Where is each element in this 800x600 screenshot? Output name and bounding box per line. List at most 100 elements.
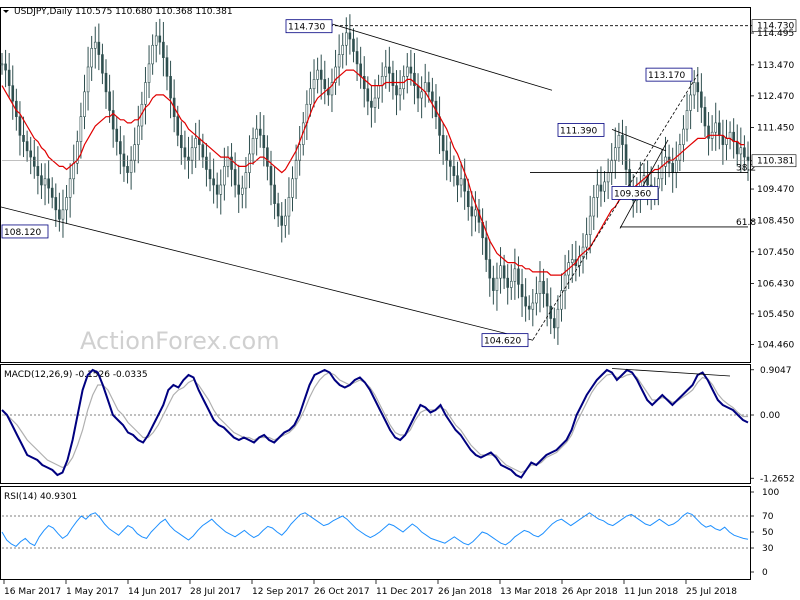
price-bar-body <box>362 76 366 90</box>
price-bar-body <box>499 265 502 279</box>
price-bar-body <box>535 293 538 304</box>
rsi-panel-title: RSI(14) 40.9301 <box>4 492 77 502</box>
price-bar-body <box>36 166 40 176</box>
price-bar-body <box>524 296 527 307</box>
price-bar-body <box>79 116 83 142</box>
price-bar-body <box>126 166 129 173</box>
price-tag-box <box>751 154 797 168</box>
price-bar-body <box>133 144 137 161</box>
price-bar-body <box>707 125 710 139</box>
x-tick-label: 13 Mar 2018 <box>500 587 557 597</box>
price-bar-body <box>746 156 750 162</box>
price-tick-label: 106.430 <box>757 279 794 289</box>
channel-lower-line <box>0 206 534 341</box>
price-bar-body <box>427 82 431 93</box>
price-bar-body <box>409 66 413 74</box>
price-bar-body <box>287 197 291 217</box>
price-bar-body <box>596 184 599 198</box>
rsi-tick-label: 70 <box>762 512 774 522</box>
watermark: ActionForex.com <box>80 327 280 355</box>
price-bar-body <box>527 305 531 310</box>
price-bar-body <box>29 150 32 158</box>
chevron-down-icon[interactable] <box>3 10 9 13</box>
price-bar-body <box>219 184 223 195</box>
price-bar-body <box>18 116 22 136</box>
price-bar-body <box>183 147 187 158</box>
price-bar-body <box>538 280 542 294</box>
price-bar-body <box>703 107 707 127</box>
price-bar-body <box>563 274 567 291</box>
price-bar-body <box>370 100 373 108</box>
x-tick-label: 28 Jul 2017 <box>190 587 241 597</box>
price-bar-body <box>513 268 517 282</box>
price-tick-label: 114.495 <box>757 29 794 39</box>
price-bar-body <box>725 138 728 145</box>
price-bar-body <box>466 190 470 208</box>
price-tick-label: 108.450 <box>757 217 794 227</box>
rsi-tick-label: 100 <box>762 488 779 498</box>
price-bar-body <box>517 268 520 285</box>
price-bar-body <box>588 215 592 235</box>
label-114730: 114.730 <box>288 23 325 33</box>
price-bar-body <box>613 147 617 161</box>
price-bar-body <box>111 110 115 130</box>
price-bar-body <box>72 162 76 180</box>
price-bar-body <box>291 178 294 198</box>
price-bar-body <box>373 97 377 108</box>
price-bar-body <box>22 135 25 142</box>
price-bar-body <box>520 284 524 298</box>
price-bar-body <box>7 69 11 86</box>
macd-y-axis: 0.9047 0.00 -1.2652 <box>750 366 795 484</box>
price-bar-body <box>136 125 140 145</box>
price-bar-body <box>359 63 362 77</box>
label-108120-box <box>1 224 49 239</box>
price-bar-body <box>223 166 226 186</box>
price-bar-body <box>345 32 348 46</box>
price-bar-body <box>606 172 610 183</box>
price-bar-body <box>678 144 682 161</box>
price-bar-body <box>151 44 154 65</box>
price-bar-body <box>416 85 420 99</box>
label-113170: 113.170 <box>648 71 685 81</box>
price-bar-body <box>592 197 596 217</box>
price-bar-body <box>316 69 319 80</box>
price-bar-body <box>542 280 545 294</box>
x-tick-label: 16 Mar 2017 <box>4 587 61 597</box>
price-bar-body <box>233 169 237 186</box>
x-tick-label: 11 Jun 2018 <box>624 587 678 597</box>
price-bar-body <box>276 203 280 217</box>
rsi-line <box>1 512 749 548</box>
price-bar-body <box>721 135 725 145</box>
price-bar-body <box>456 175 459 186</box>
price-bar-body <box>162 41 165 58</box>
x-tick-label: 1 May 2017 <box>66 587 119 597</box>
price-bar-body <box>610 159 614 173</box>
price-bar-body <box>570 259 574 263</box>
price-bar-body <box>25 141 29 152</box>
price-bar-body <box>495 277 499 291</box>
price-bar-body <box>258 128 262 136</box>
price-bar-body <box>366 88 370 102</box>
price-bar-body <box>165 57 169 77</box>
price-bar-body <box>355 51 359 65</box>
price-bar-body <box>531 302 535 310</box>
x-tick-label: 25 Jul 2018 <box>686 587 737 597</box>
price-tick-label: 104.460 <box>757 341 794 351</box>
price-bar-body <box>158 35 162 43</box>
price-bar-body <box>337 54 341 68</box>
price-bar-body <box>685 110 689 130</box>
price-tick-label: 113.470 <box>757 61 794 71</box>
price-bar-body <box>129 159 133 173</box>
price-bar-body <box>463 178 466 192</box>
price-tick-label: 111.450 <box>757 124 794 134</box>
price-bar-body <box>674 159 678 173</box>
price-bar-body <box>190 147 194 161</box>
price-bar-body <box>560 290 563 310</box>
macd-tick-label: 0.00 <box>760 411 780 421</box>
price-panel-frame <box>0 7 751 363</box>
price-bar-body <box>739 147 743 155</box>
label-108120: 108.120 <box>4 228 41 238</box>
price-bar-body <box>603 181 606 192</box>
price-bar-body <box>488 259 492 279</box>
